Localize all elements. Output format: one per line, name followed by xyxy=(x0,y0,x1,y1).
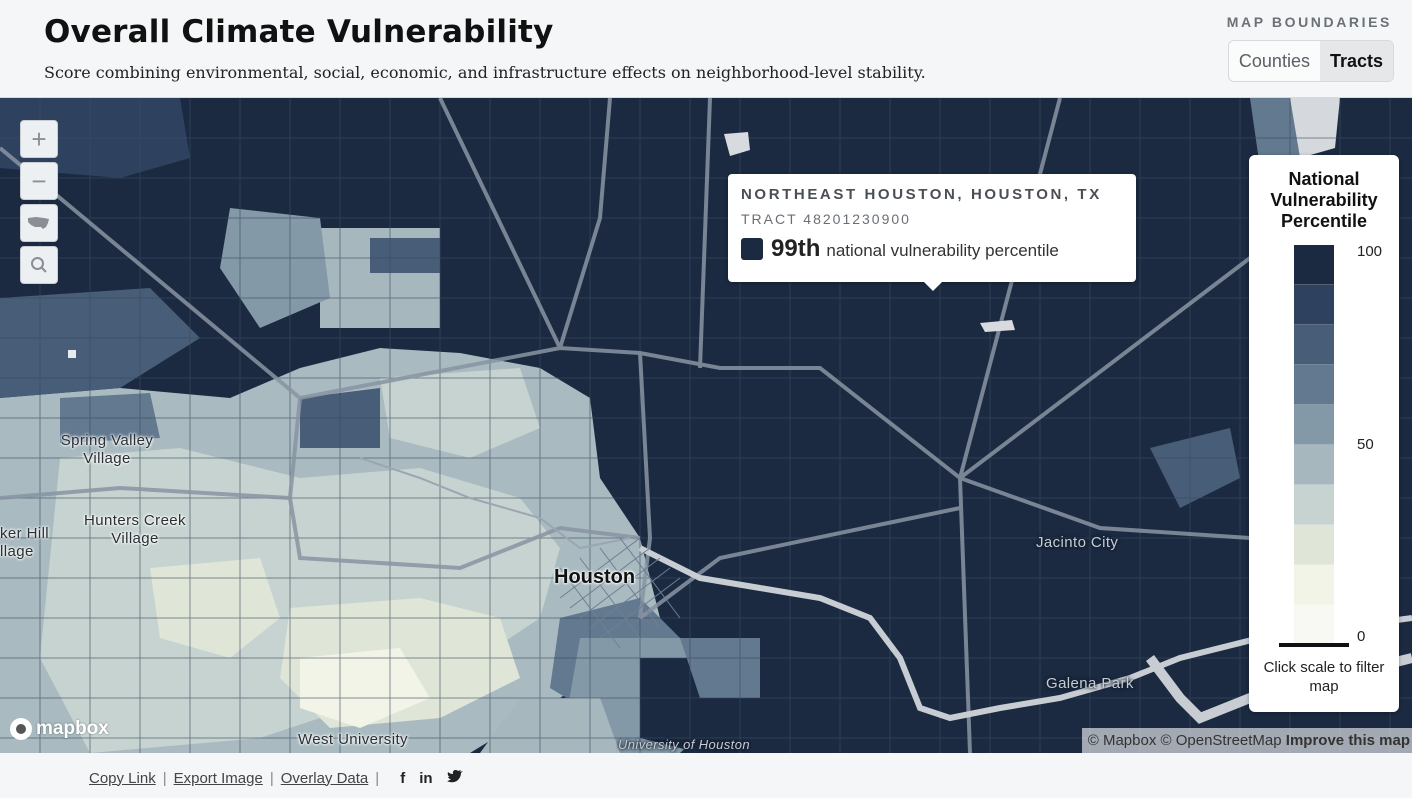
place-label-west-university: West University xyxy=(298,731,408,748)
choropleth-map xyxy=(0,98,1412,753)
minus-icon: − xyxy=(31,165,47,196)
tooltip-description: national vulnerability percentile xyxy=(826,241,1059,260)
facebook-icon[interactable]: f xyxy=(400,769,406,787)
mapbox-logo[interactable]: mapbox xyxy=(10,718,109,740)
place-label-galena-park: Galena Park xyxy=(1046,675,1134,692)
export-image-link[interactable]: Export Image xyxy=(173,769,263,787)
page-title: Overall Climate Vulnerability xyxy=(44,14,554,50)
legend-bin[interactable] xyxy=(1294,445,1334,485)
place-label-spring-valley: Spring Valley Village xyxy=(60,432,154,467)
reset-usa-button[interactable] xyxy=(20,204,58,242)
legend-bin[interactable] xyxy=(1294,565,1334,605)
legend-bin[interactable] xyxy=(1294,605,1334,645)
tooltip-tract-id: TRACT 48201230900 xyxy=(741,211,911,227)
boundaries-toggle: Counties Tracts xyxy=(1227,40,1394,82)
linkedin-icon[interactable]: in xyxy=(419,769,433,787)
zoom-in-button[interactable]: + xyxy=(20,120,58,158)
legend-tick-0: 0 xyxy=(1357,628,1366,645)
attribution-text[interactable]: © Mapbox © OpenStreetMap xyxy=(1087,732,1282,749)
zoom-out-button[interactable]: − xyxy=(20,162,58,200)
copy-link[interactable]: Copy Link xyxy=(89,769,156,787)
legend-note: Click scale to filter map xyxy=(1263,659,1385,695)
mapbox-logo-icon xyxy=(10,718,32,740)
legend-bin[interactable] xyxy=(1294,405,1334,445)
improve-map-link[interactable]: Improve this map xyxy=(1285,732,1410,749)
place-label-university-of-houston: University of Houston xyxy=(618,737,750,752)
page-header: Overall Climate Vulnerability Score comb… xyxy=(0,0,1412,98)
legend-panel: National Vulnerability Percentile 100 50… xyxy=(1249,155,1399,712)
legend-baseline xyxy=(1279,643,1349,647)
plus-icon: + xyxy=(31,123,47,154)
legend-title: National Vulnerability Percentile xyxy=(1270,169,1378,231)
counties-button[interactable]: Counties xyxy=(1238,51,1310,71)
overlay-data-link[interactable]: Overlay Data xyxy=(280,769,369,787)
tooltip-location: NORTHEAST HOUSTON, HOUSTON, TX xyxy=(741,186,1102,203)
search-button[interactable] xyxy=(20,246,58,284)
legend-bin[interactable] xyxy=(1294,325,1334,365)
usa-map-icon xyxy=(28,217,49,229)
legend-tick-100: 100 xyxy=(1357,243,1383,260)
legend-scale[interactable] xyxy=(1294,245,1334,645)
tract-tooltip: NORTHEAST HOUSTON, HOUSTON, TX TRACT 482… xyxy=(728,174,1136,291)
tooltip-color-swatch xyxy=(741,238,763,260)
page-subtitle: Score combining environmental, social, e… xyxy=(44,63,926,82)
search-icon xyxy=(31,257,47,273)
legend-bin[interactable] xyxy=(1294,525,1334,565)
place-label-bunker-hill: ker Hill llage xyxy=(0,525,50,560)
legend-bin[interactable] xyxy=(1294,245,1334,285)
legend-bin[interactable] xyxy=(1294,285,1334,325)
page-footer: Copy Link | Export Image | Overlay Data … xyxy=(0,753,1412,798)
map-boundaries-label: MAP BOUNDARIES xyxy=(1226,14,1392,30)
footer-separator: | xyxy=(375,769,380,787)
tracts-button[interactable]: Tracts xyxy=(1319,41,1393,81)
map-canvas[interactable]: + − Spring Valley Village Hunters Creek … xyxy=(0,98,1412,753)
place-label-hunters-creek: Hunters Creek Village xyxy=(84,512,186,547)
footer-separator: | xyxy=(162,769,167,787)
twitter-icon[interactable] xyxy=(446,769,463,787)
legend-bin[interactable] xyxy=(1294,485,1334,525)
legend-bin[interactable] xyxy=(1294,365,1334,405)
tooltip-percentile: 99th xyxy=(771,235,821,262)
map-attribution: © Mapbox © OpenStreetMap Improve this ma… xyxy=(1081,728,1412,753)
place-label-jacinto-city: Jacinto City xyxy=(1036,534,1119,551)
place-label-houston: Houston xyxy=(554,566,636,588)
footer-separator: | xyxy=(269,769,274,787)
legend-tick-50: 50 xyxy=(1357,436,1374,453)
